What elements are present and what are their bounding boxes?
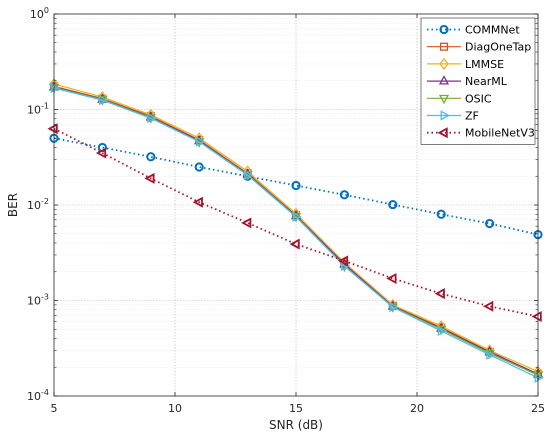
x-tick-label: 5 bbox=[51, 402, 58, 415]
legend-marker-zf bbox=[440, 110, 450, 121]
legend-label-osic: OSIC bbox=[465, 92, 492, 105]
data-point-zf bbox=[50, 82, 60, 94]
x-tick-label: 25 bbox=[531, 402, 545, 415]
series-mobilenetv3 bbox=[47, 123, 542, 323]
data-point-zf bbox=[147, 113, 157, 124]
legend-item-diagonetap: DiagOneTap bbox=[427, 41, 531, 54]
legend-item-zf: ZF bbox=[427, 110, 479, 123]
series-line-mobilenetv3 bbox=[53, 127, 539, 318]
legend-marker-nearml bbox=[438, 75, 450, 85]
y-tick-label: 100 bbox=[30, 6, 49, 21]
legend-item-nearml: NearML bbox=[427, 75, 508, 88]
series-line-commnet bbox=[53, 137, 539, 236]
legend-marker-commnet bbox=[439, 24, 449, 35]
legend-marker-lmmse bbox=[439, 57, 449, 70]
data-point-zf bbox=[195, 136, 206, 147]
legend-label-lmmse: LMMSE bbox=[465, 58, 504, 71]
x-tick-label: 15 bbox=[289, 402, 303, 415]
x-axis-label: SNR (dB) bbox=[269, 418, 323, 432]
legend-label-nearml: NearML bbox=[465, 75, 508, 88]
legend-marker-diagonetap bbox=[439, 42, 449, 51]
data-point-mobilenetv3 bbox=[483, 300, 494, 312]
x-tick-label: 20 bbox=[410, 402, 424, 415]
data-point-mobilenetv3 bbox=[192, 196, 203, 208]
legend: COMMNet DiagOneTap LMMSE NearML OSIC ZF Mobile… bbox=[420, 17, 536, 145]
series-zf bbox=[50, 82, 544, 383]
data-point-zf bbox=[389, 302, 399, 313]
legend-item-mobilenetv3: MobileNetV3 bbox=[427, 127, 535, 140]
data-point-mobilenetv3 bbox=[434, 288, 445, 300]
data-point-mobilenetv3 bbox=[47, 123, 58, 135]
label-layer: SNR (dB) BER bbox=[6, 193, 323, 432]
data-point-zf bbox=[98, 95, 109, 106]
data-point-mobilenetv3 bbox=[241, 217, 252, 229]
data-point-commnet bbox=[291, 180, 301, 191]
data-point-osic bbox=[290, 212, 302, 223]
y-tick-label: 10-2 bbox=[27, 197, 49, 212]
data-point-commnet bbox=[146, 152, 156, 162]
data-point-zf bbox=[244, 170, 254, 181]
legend-item-osic: OSIC bbox=[427, 92, 492, 105]
legend-label-commnet: COMMNet bbox=[465, 24, 520, 37]
y-tick-label: 10-1 bbox=[27, 102, 49, 117]
data-point-commnet bbox=[194, 162, 204, 172]
data-point-commnet bbox=[436, 209, 446, 219]
legend-label-diagonetap: DiagOneTap bbox=[465, 41, 531, 54]
legend-item-commnet: COMMNet bbox=[427, 24, 520, 37]
x-tick-label: 10 bbox=[168, 402, 182, 415]
y-tick-label: 10-3 bbox=[27, 293, 49, 308]
legend-label-mobilenetv3: MobileNetV3 bbox=[465, 127, 535, 140]
data-point-mobilenetv3 bbox=[289, 238, 300, 250]
data-point-mobilenetv3 bbox=[144, 172, 155, 184]
data-point-mobilenetv3 bbox=[337, 255, 349, 267]
data-point-commnet bbox=[339, 190, 349, 200]
tick-layer: 5 10 15 20 25 10-4 10-3 10-2 10-1 100 bbox=[27, 6, 545, 415]
data-point-mobilenetv3 bbox=[95, 147, 107, 159]
data-point-zf bbox=[534, 372, 544, 383]
legend-label-zf: ZF bbox=[465, 110, 479, 123]
data-point-zf bbox=[292, 211, 302, 222]
data-point-mobilenetv3 bbox=[386, 272, 397, 285]
legend-marker-mobilenetv3 bbox=[437, 127, 448, 139]
y-tick-label: 10-4 bbox=[27, 388, 49, 403]
data-point-commnet bbox=[388, 199, 398, 210]
data-point-mobilenetv3 bbox=[531, 310, 542, 323]
data-point-zf bbox=[486, 349, 496, 360]
data-point-osic bbox=[242, 171, 253, 181]
data-point-zf bbox=[437, 325, 448, 336]
legend-marker-osic bbox=[438, 94, 450, 105]
y-axis-label: BER bbox=[6, 193, 20, 217]
legend-item-lmmse: LMMSE bbox=[427, 57, 504, 71]
data-point-commnet bbox=[485, 218, 495, 229]
series-line-zf bbox=[53, 87, 539, 379]
